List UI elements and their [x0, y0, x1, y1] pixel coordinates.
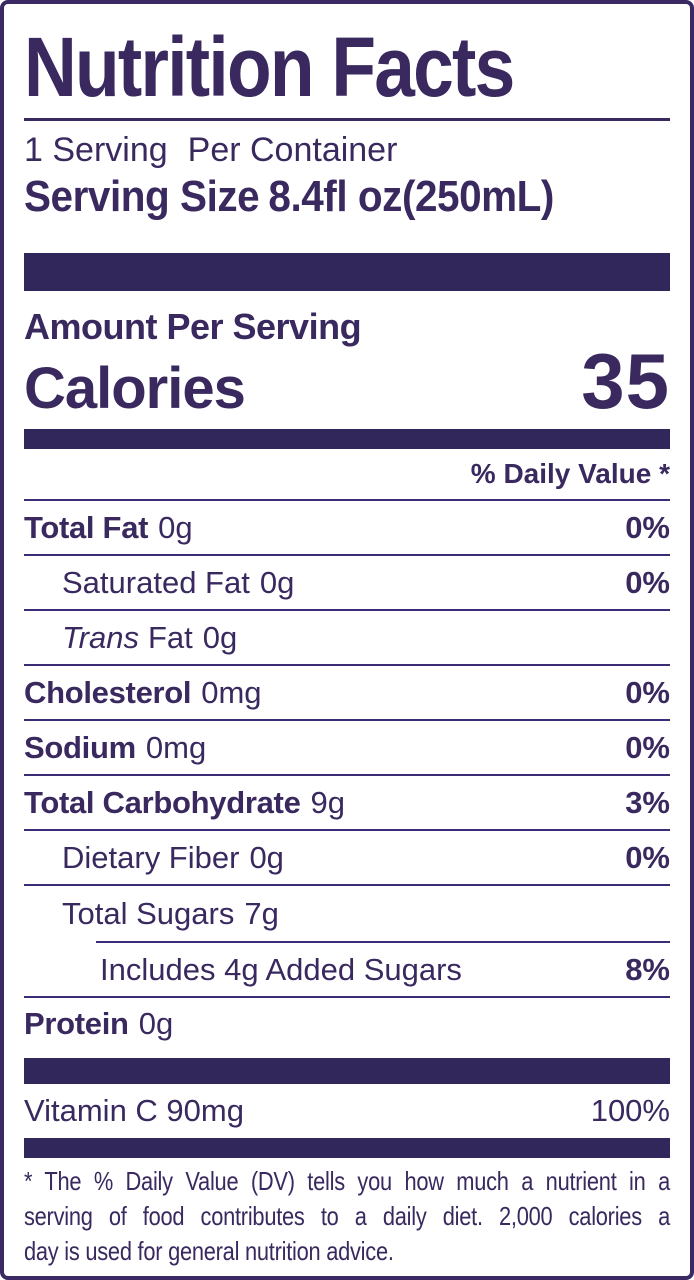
- nutrient-name: Sodium: [24, 729, 136, 765]
- nutrient-row-trans-fat: Trans Fat 0g: [24, 611, 670, 666]
- footnote-line: serving of food contributes to a daily d…: [24, 1201, 670, 1231]
- servings-unit: Per Container: [187, 131, 398, 169]
- daily-value-percent: 3%: [625, 784, 670, 820]
- daily-value-percent: 0%: [625, 564, 670, 600]
- header-rule: [24, 118, 670, 121]
- nutrient-row-cholesterol: Cholesterol 0mg 0%: [24, 666, 670, 721]
- thick-separator-bar: [24, 253, 670, 291]
- nutrient-name: Vitamin C 90mg: [24, 1093, 244, 1128]
- title: Nutrition Facts: [24, 20, 515, 114]
- nutrient-row-dietary-fiber: Dietary Fiber 0g 0%: [24, 831, 670, 886]
- thick-separator-bar: [24, 1138, 670, 1158]
- nutrient-amount: 0g: [249, 839, 284, 875]
- nutrient-row-protein: Protein 0g: [24, 998, 670, 1050]
- nutrient-name: Fat: [147, 619, 193, 655]
- nutrient-name: Cholesterol: [24, 674, 192, 710]
- serving-size-label: Serving Size: [24, 172, 260, 221]
- nutrient-name: Saturated Fat: [62, 564, 250, 600]
- nutrient-row-vitamin-c: Vitamin C 90mg 100%: [24, 1084, 670, 1138]
- nutrient-name: Includes 4g Added Sugars: [100, 951, 462, 987]
- daily-value-percent: 100%: [590, 1093, 670, 1128]
- daily-value-header: % Daily Value *: [24, 449, 670, 501]
- nutrient-amount: 0mg: [201, 674, 262, 710]
- daily-value-percent: 0%: [625, 839, 670, 875]
- nutrient-amount: 9g: [310, 784, 345, 820]
- footnote-line: * The % Daily Value (DV) tells you how m…: [24, 1166, 670, 1196]
- nutrient-name-italic: Trans: [62, 619, 139, 655]
- nutrient-name: Total Fat: [24, 509, 149, 545]
- nutrient-name: Total Carbohydrate: [24, 784, 301, 820]
- nutrient-amount: 0g: [138, 1006, 174, 1041]
- nutrient-amount: 0g: [158, 509, 193, 545]
- nutrient-row-total-carbohydrate: Total Carbohydrate 9g 3%: [24, 776, 670, 831]
- calories-value: 35: [581, 337, 670, 425]
- amount-per-serving-label: Amount Per Serving: [24, 306, 362, 347]
- daily-value-footnote: * The % Daily Value (DV) tells you how m…: [24, 1164, 670, 1269]
- nutrient-amount: 0g: [259, 564, 295, 600]
- nutrient-row-total-sugars: Total Sugars 7g: [24, 886, 670, 941]
- servings-count: 1 Serving: [24, 131, 168, 169]
- daily-value-percent: 0%: [625, 729, 670, 765]
- indented-divider: [96, 941, 670, 943]
- servings-per-container: 1 Serving Per Container: [24, 129, 670, 171]
- daily-value-percent: 8%: [625, 951, 670, 987]
- daily-value-percent: 0%: [625, 509, 670, 545]
- serving-size: Serving Size 8.4fl oz(250mL): [24, 171, 670, 223]
- nutrient-row-total-fat: Total Fat 0g 0%: [24, 501, 670, 556]
- calories-label: Calories: [24, 356, 246, 421]
- nutrient-row-added-sugars: Includes 4g Added Sugars 8%: [24, 943, 670, 998]
- nutrient-amount: 0g: [202, 619, 238, 655]
- nutrient-row-sodium: Sodium 0mg 0%: [24, 721, 670, 776]
- nutrient-name: Dietary Fiber: [62, 839, 240, 875]
- nutrient-amount: 7g: [244, 895, 279, 931]
- nutrient-row-saturated-fat: Saturated Fat 0g 0%: [24, 556, 670, 611]
- nutrient-name: Protein: [24, 1006, 129, 1041]
- footnote-line: day is used for general nutrition advice…: [24, 1236, 394, 1266]
- daily-value-percent: 0%: [625, 674, 670, 710]
- thick-separator-bar: [24, 1058, 670, 1084]
- calories-row: Calories 35: [24, 337, 670, 425]
- serving-size-value: 8.4fl oz(250mL): [268, 172, 554, 221]
- thick-separator-bar: [24, 429, 670, 449]
- nutrient-amount: 0mg: [145, 729, 207, 765]
- nutrient-name: Total Sugars: [62, 895, 235, 931]
